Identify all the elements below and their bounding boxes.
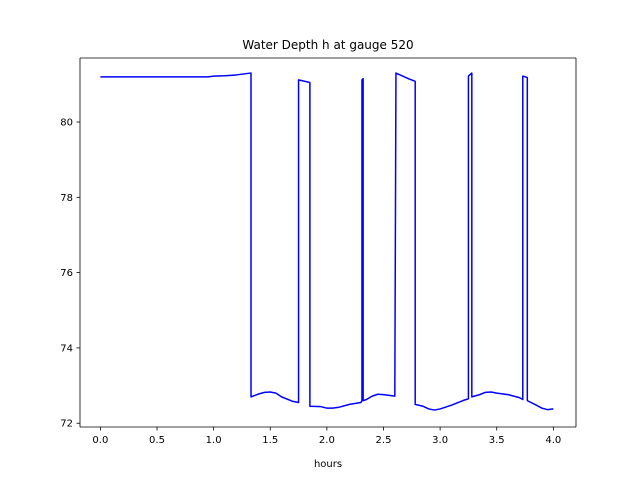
y-tick-label: 76 (60, 268, 73, 279)
x-tick-label: 2.0 (319, 435, 335, 446)
x-tick-label: 1.0 (206, 435, 222, 446)
x-tick-label: 3.5 (489, 435, 505, 446)
chart-title: Water Depth h at gauge 520 (242, 38, 413, 52)
y-tick-label: 72 (60, 419, 73, 430)
x-tick-label: 3.0 (432, 435, 448, 446)
x-axis-label: hours (314, 459, 342, 470)
plot-area: 0.0 0.5 1.0 1.5 2.0 2.5 3.0 3.5 4.0 72 74 76 78 80 (60, 57, 577, 446)
y-tick-label: 74 (60, 343, 73, 354)
x-tick-label: 2.5 (376, 435, 392, 446)
y-tick-label: 80 (60, 118, 73, 129)
x-tick-label: 0.0 (92, 435, 108, 446)
series-line-0 (100, 72, 554, 411)
x-tick-label: 4.0 (545, 435, 561, 446)
x-tick-label: 0.5 (149, 435, 165, 446)
y-tick-label: 78 (60, 193, 73, 204)
x-tick-label: 1.5 (262, 435, 278, 446)
